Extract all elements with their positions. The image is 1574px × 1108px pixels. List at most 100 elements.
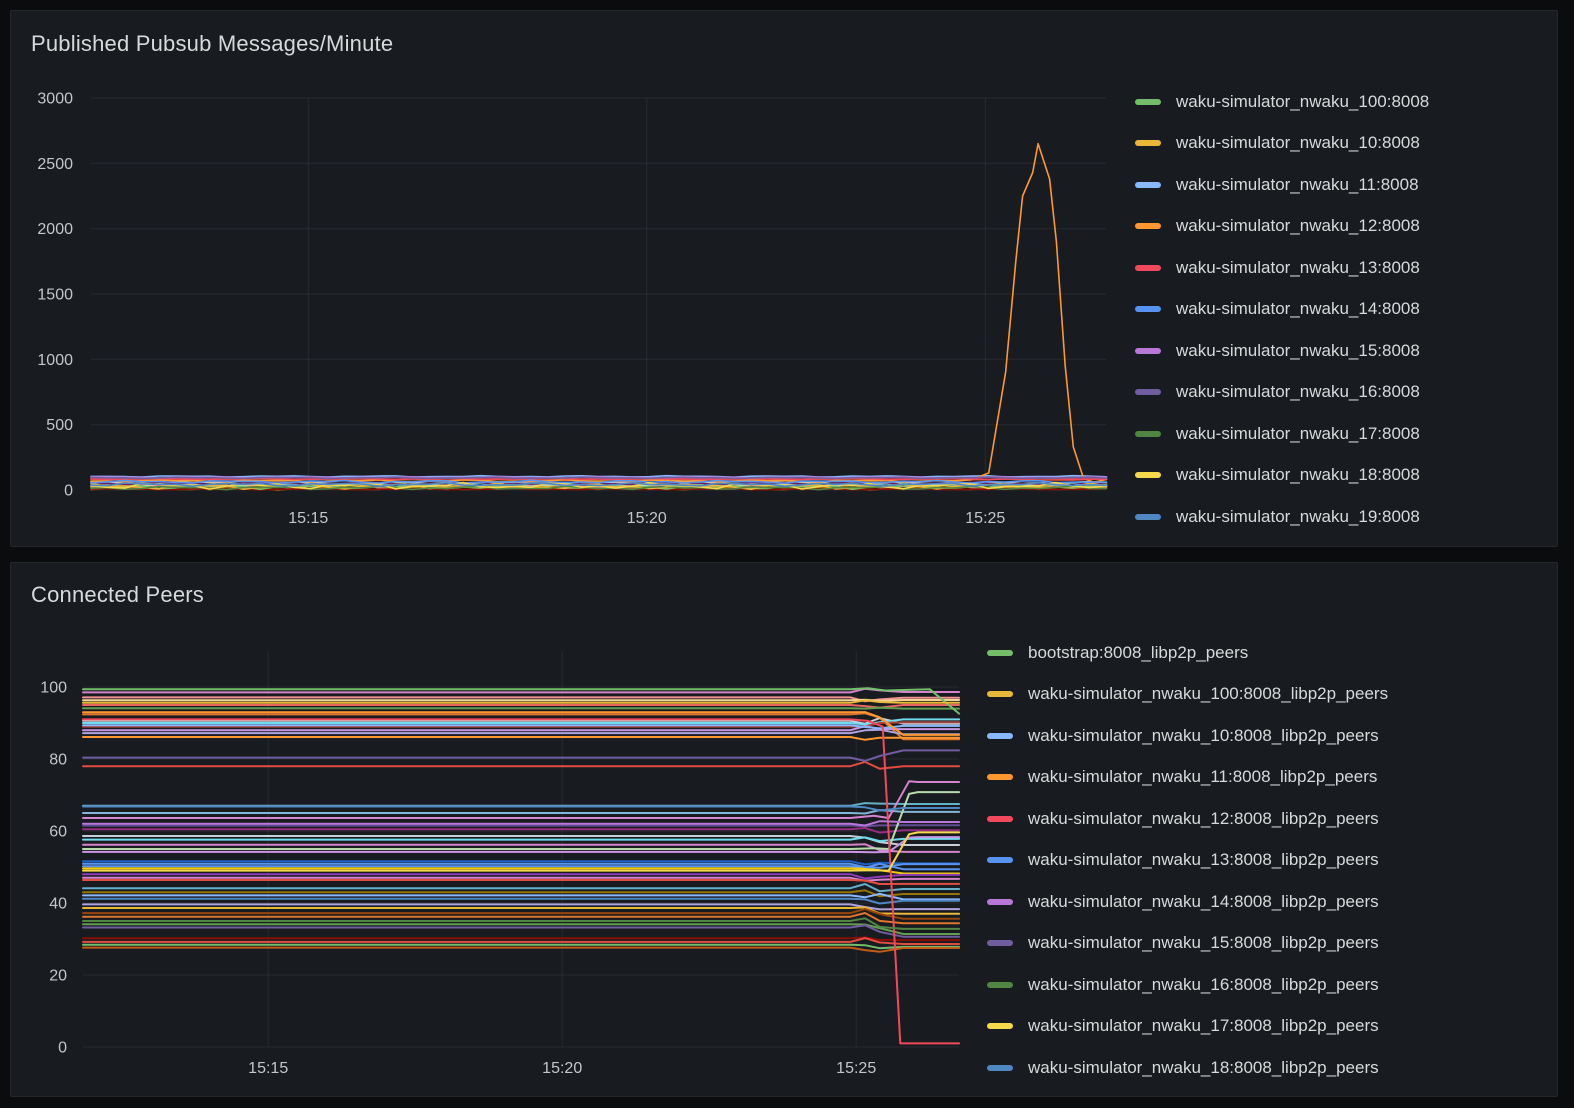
y-axis-labels: 0 500 1000 1500 2000 2500 3000 [37,91,73,500]
series-line [82,805,961,812]
legend-series-swatch[interactable] [987,691,1013,698]
legend-series-swatch[interactable] [1135,140,1161,147]
series-line [82,809,961,815]
panel-title[interactable]: Connected Peers [31,582,204,607]
published-pubsub-chart-plot[interactable]: 0 500 1000 1500 2000 2500 3000 15:15 15:20 15:25 [11,11,1559,548]
legend-series-swatch[interactable] [987,940,1013,947]
y-axis-labels: 0 20 40 60 80 100 [40,680,67,1057]
legend-series-swatch[interactable] [1135,347,1161,354]
series-line [82,760,961,770]
legend-item: waku-simulator_nwaku_15:8008_libp2p_peer… [987,923,1388,965]
series-line [82,836,961,854]
y-tick-label: 2000 [37,221,73,238]
panel-connected-peers: Connected Peers 0 20 40 60 80 100 15:15 15:20 15… [10,562,1558,1097]
series-line [82,687,961,715]
legend-series-label[interactable]: bootstrap:8008_libp2p_peers [1028,642,1249,662]
legend-series-label[interactable]: waku-simulator_nwaku_15:8008_libp2p_peer… [1028,933,1379,953]
legend-item: waku-simulator_nwaku_12:8008_libp2p_peer… [987,798,1388,840]
legend-series-swatch[interactable] [987,649,1013,656]
legend-series-swatch[interactable] [987,981,1013,988]
connected-peers-legend: bootstrap:8008_libp2p_peers waku-simulato… [987,632,1388,1089]
y-tick-label: 80 [49,752,67,769]
legend-series-label[interactable]: waku-simulator_nwaku_16:8008_libp2p_peer… [1028,974,1379,994]
series-lines [90,142,1108,491]
series-line [82,936,961,942]
legend-series-label[interactable]: waku-simulator_nwaku_19:8008 [1176,506,1420,526]
y-tick-label: 0 [58,1040,67,1057]
legend-item: waku-simulator_nwaku_13:8008_libp2p_peer… [987,840,1388,882]
series-line [82,903,961,911]
legend-series-label[interactable]: waku-simulator_nwaku_12:8008_libp2p_peer… [1028,808,1379,828]
series-line [82,862,961,871]
legend-series-label[interactable]: waku-simulator_nwaku_17:8008_libp2p_peer… [1028,1016,1379,1036]
legend-series-swatch[interactable] [1135,98,1161,105]
series-line [82,717,961,725]
series-line [82,897,961,905]
series-line [82,924,961,938]
series-line [82,699,961,704]
legend-series-label[interactable]: waku-simulator_nwaku_13:8008 [1176,257,1420,277]
series-line [82,912,961,925]
gridlines [91,97,1106,491]
legend-item: waku-simulator_nwaku_18:8008_libp2p_peer… [987,1047,1388,1089]
legend-series-label[interactable]: waku-simulator_nwaku_14:8008_libp2p_peer… [1028,891,1379,911]
legend-series-label[interactable]: waku-simulator_nwaku_18:8008_libp2p_peer… [1028,1057,1379,1077]
x-tick-label: 15:15 [288,510,328,527]
legend-series-swatch[interactable] [1135,389,1161,396]
legend-series-swatch[interactable] [987,815,1013,822]
series-line [82,711,961,736]
legend-series-label[interactable]: waku-simulator_nwaku_15:8008 [1176,340,1420,360]
legend-series-swatch[interactable] [1135,181,1161,188]
legend-series-label[interactable]: waku-simulator_nwaku_11:8008_libp2p_peer… [1028,767,1378,787]
series-line [82,820,961,827]
legend-item: waku-simulator_nwaku_14:8008 [1135,289,1429,331]
y-tick-label: 1000 [37,352,73,369]
connected-peers-chart-plot[interactable]: 0 20 40 60 80 100 15:15 15:20 15:25 [11,563,1559,1098]
panel-title[interactable]: Published Pubsub Messages/Minute [31,31,394,56]
series-line [82,724,961,730]
legend-series-label[interactable]: waku-simulator_nwaku_100:8008 [1176,91,1430,111]
series-line [82,883,961,893]
series-line [82,862,961,869]
series-line [82,946,961,953]
y-tick-label: 500 [46,417,73,434]
series-line [82,943,961,950]
series-line [82,718,961,1045]
legend-series-swatch[interactable] [1135,513,1161,520]
y-tick-label: 20 [49,968,67,985]
series-line [90,142,1108,483]
series-line [90,476,1108,480]
legend-series-swatch[interactable] [987,1023,1013,1030]
legend-item: waku-simulator_nwaku_100:8008 [1135,81,1429,123]
legend-series-swatch[interactable] [987,857,1013,864]
legend-series-swatch[interactable] [987,774,1013,781]
legend-series-label[interactable]: waku-simulator_nwaku_10:8008_libp2p_peer… [1028,725,1379,745]
legend-item: waku-simulator_nwaku_18:8008 [1135,455,1429,497]
series-line [82,698,961,702]
legend-series-swatch[interactable] [1135,264,1161,271]
legend-series-swatch[interactable] [987,898,1013,905]
legend-series-label[interactable]: waku-simulator_nwaku_12:8008 [1176,216,1420,236]
legend-series-swatch[interactable] [987,732,1013,739]
legend-series-label[interactable]: waku-simulator_nwaku_17:8008 [1176,423,1420,443]
x-axis-labels: 15:15 15:20 15:25 [288,510,1005,527]
series-line [82,824,961,828]
legend-series-swatch[interactable] [1135,306,1161,313]
legend-series-label[interactable]: waku-simulator_nwaku_13:8008_libp2p_peer… [1028,850,1379,870]
legend-series-swatch[interactable] [1135,472,1161,479]
legend-series-label[interactable]: waku-simulator_nwaku_18:8008 [1176,465,1420,485]
legend-series-label[interactable]: waku-simulator_nwaku_100:8008_libp2p_pee… [1028,684,1389,704]
legend-series-swatch[interactable] [987,1064,1013,1071]
x-tick-label: 15:25 [965,510,1005,527]
legend-series-swatch[interactable] [1135,430,1161,437]
legend-series-label[interactable]: waku-simulator_nwaku_14:8008 [1176,299,1420,319]
series-line [82,907,961,920]
series-line [82,704,961,709]
legend-series-label[interactable]: waku-simulator_nwaku_10:8008 [1176,133,1420,153]
x-tick-label: 15:25 [836,1060,876,1077]
legend-item: waku-simulator_nwaku_17:8008_libp2p_peer… [987,1006,1388,1048]
legend-item: waku-simulator_nwaku_19:8008 [1135,496,1429,538]
legend-series-label[interactable]: waku-simulator_nwaku_11:8008 [1176,174,1419,194]
legend-series-label[interactable]: waku-simulator_nwaku_16:8008 [1176,382,1420,402]
legend-series-swatch[interactable] [1135,223,1161,230]
